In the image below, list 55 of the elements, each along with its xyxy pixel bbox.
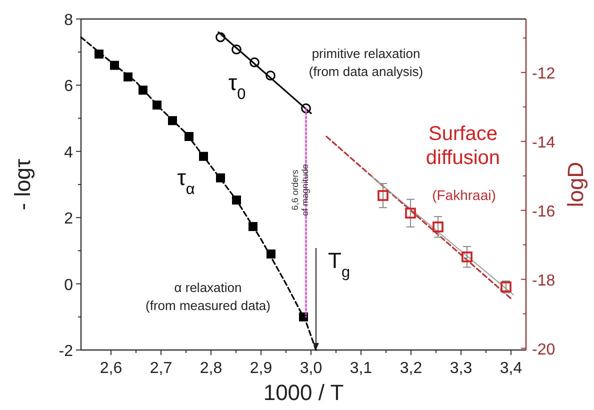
y2-axis-title: logD (563, 162, 588, 208)
x-tick-label: 2,9 (250, 360, 272, 377)
x-tick-label: 3,4 (500, 360, 522, 377)
point (232, 196, 241, 205)
point (216, 173, 225, 182)
point (168, 116, 177, 126)
point (266, 70, 276, 81)
annotation: 6,6 orders of magnitude (290, 164, 310, 216)
point (94, 50, 104, 59)
point (110, 60, 119, 70)
y2-tick-label: -18 (532, 272, 556, 290)
series-label: τ$_{0}$ (228, 70, 246, 102)
point (138, 86, 148, 95)
annotation: primitive relaxation (312, 46, 420, 61)
x-tick-label: 3,2 (400, 360, 422, 377)
point (462, 252, 472, 262)
point (232, 44, 242, 54)
y-tick-label: 8 (64, 12, 74, 29)
x-tick-label: 2,8 (200, 360, 222, 377)
text: Surface diffusion (426, 123, 500, 169)
y-tick-label: 2 (64, 210, 74, 228)
x-tick-label: 2,6 (100, 360, 122, 377)
point (248, 222, 258, 232)
point (250, 57, 260, 68)
point (266, 250, 276, 259)
annotation: (Fakhraai) (432, 187, 496, 203)
annotation: (from measured data) (146, 298, 270, 313)
x-tick-label: 3,3 (450, 360, 472, 377)
point (124, 72, 132, 82)
point (184, 132, 194, 142)
y-tick-label: 4 (64, 144, 74, 162)
annotation: (from data analysis) (308, 64, 424, 79)
y2-tick-label: -14 (532, 134, 556, 152)
x-tick-label: 3,1 (350, 360, 372, 377)
point (199, 152, 208, 161)
point (299, 312, 308, 322)
y-tick-label: 6 (64, 78, 74, 96)
point (432, 222, 444, 232)
y2-tick-label: -16 (532, 203, 556, 220)
annotation: T$_{g}$ (328, 248, 350, 280)
y2-tick-label: -20 (532, 341, 556, 358)
y-axis-title: - logτ (10, 158, 35, 210)
series-label: τ$_{α}$ (177, 165, 195, 198)
point (405, 208, 416, 219)
point (216, 32, 226, 42)
x-axis-title: 1000 / T (263, 380, 344, 405)
y-tick-label: -2 (58, 343, 74, 360)
y-tick-label: 0 (64, 276, 74, 294)
x-tick-label: 2,7 (150, 360, 172, 377)
point (301, 103, 311, 114)
y2-tick-label: -12 (532, 65, 556, 82)
x-tick-label: 3,0 (300, 360, 322, 377)
point (378, 190, 388, 201)
annotation: α relaxation (174, 280, 242, 295)
point (152, 100, 162, 110)
